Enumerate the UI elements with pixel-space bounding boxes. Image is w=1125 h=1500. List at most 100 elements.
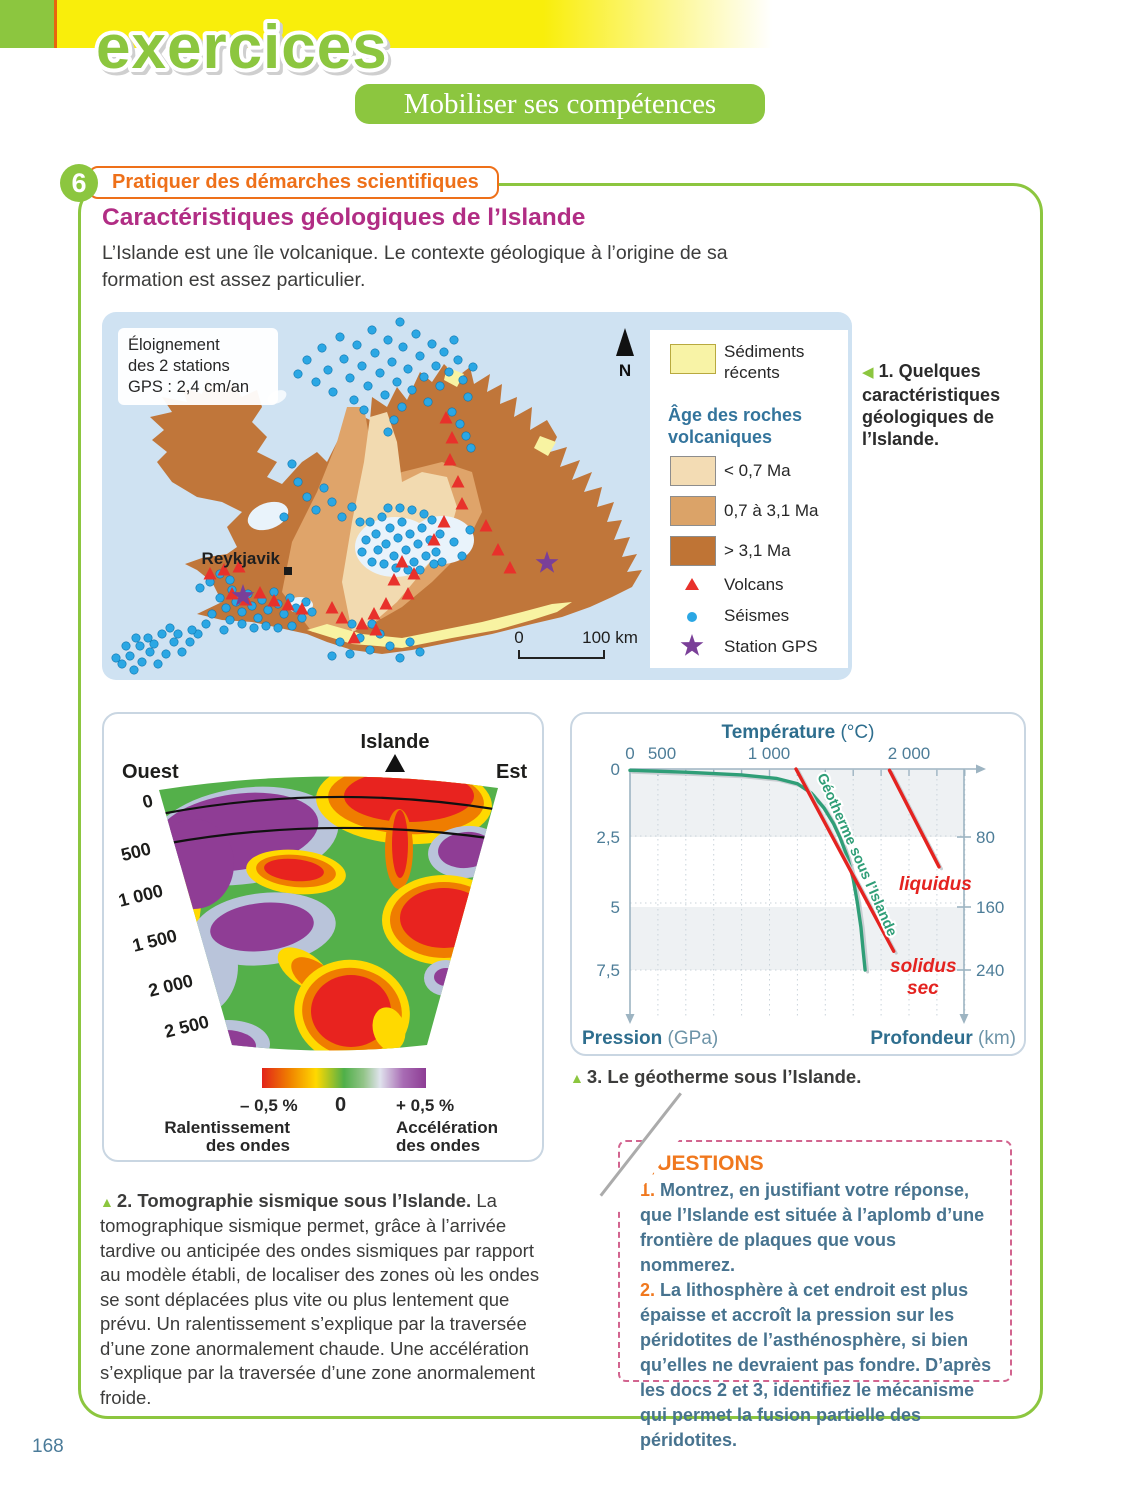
volcano-marker: [443, 453, 457, 466]
seisme-marker: [287, 459, 297, 469]
seisme-marker: [349, 395, 359, 405]
seisme-marker: [465, 525, 475, 535]
caption3-triangle-icon: ▲: [570, 1070, 584, 1086]
volcano-marker: [445, 431, 459, 444]
volcano-marker: [367, 607, 381, 620]
seisme-marker: [215, 593, 225, 603]
colorbar-max-label: + 0,5 %: [396, 1096, 455, 1115]
legend-label-sediments-1: Sédiments: [724, 342, 805, 361]
legend-age-title-1: Âge des roches: [668, 405, 803, 425]
seisme-marker: [405, 529, 415, 539]
doc2-tomography-panel: Ouest Est Islande: [102, 712, 544, 1162]
volcano-marker: [232, 560, 246, 573]
seisme-marker: [185, 637, 195, 647]
volcano-marker: [335, 611, 349, 624]
seisme-marker: [393, 533, 403, 543]
legend-label-volcans: Volcans: [724, 575, 784, 594]
map-legend: Sédiments récents Âge des roches volcani…: [650, 330, 848, 668]
volcano-icon: [685, 578, 699, 590]
volcano-marker: [325, 601, 339, 614]
legend-label-age2: 0,7 à 3,1 Ma: [724, 501, 819, 520]
seisme-marker: [415, 565, 425, 575]
legend-label-age1: < 0,7 Ma: [724, 461, 791, 480]
volcano-marker: [295, 602, 309, 615]
gps-note-box: Éloignement des 2 stations GPS : 2,4 cm/…: [118, 328, 278, 405]
curve-solidus sec: [794, 767, 896, 953]
colorbar-max-meaning-1: Accélération: [396, 1118, 499, 1137]
seisme-marker: [225, 615, 235, 625]
volcano-marker: [387, 573, 401, 586]
scalebar-zero: 0: [514, 628, 523, 647]
dtick-160: 160: [976, 898, 1004, 917]
volcano-marker: [427, 533, 441, 546]
seisme-marker: [367, 325, 377, 335]
seisme-marker: [335, 332, 345, 342]
seisme-marker: [427, 339, 437, 349]
legend-swatch-age1: [670, 456, 716, 486]
seisme-marker: [121, 641, 131, 651]
seisme-marker: [311, 377, 321, 387]
caption2-triangle-icon: ▲: [100, 1193, 114, 1210]
seisme-marker: [117, 659, 127, 669]
seisme-marker: [383, 503, 393, 513]
tomo-islande-marker: [385, 754, 405, 772]
seisme-marker: [407, 505, 417, 515]
seisme-marker: [237, 619, 247, 629]
tomo-depth-1000: 1 000: [116, 880, 165, 910]
seisme-marker: [302, 355, 312, 365]
exercise-frame: [78, 183, 1043, 1419]
seisme-marker: [466, 443, 476, 453]
seisme-marker: [407, 385, 417, 395]
curve-Géotherme sous l’Islande: [628, 768, 867, 972]
xtick-500: 500: [648, 744, 676, 763]
ptick-5: 5: [611, 898, 620, 917]
seisme-marker: [435, 529, 445, 539]
seisme-marker: [337, 512, 347, 522]
dtick-240: 240: [976, 961, 1004, 980]
doc1-caption: ◀ 1. Quelques caractéristiques géologiqu…: [862, 360, 1012, 450]
tomography-svg: Ouest Est Islande: [116, 731, 527, 1051]
seisme-marker: [449, 335, 459, 345]
depth-axis-label: Profondeur (km): [870, 1028, 1016, 1049]
volcano-marker: [267, 594, 281, 607]
seisme-marker: [279, 609, 289, 619]
seisme-marker: [111, 653, 121, 663]
dtick-80: 80: [976, 828, 995, 847]
seisme-marker: [201, 619, 211, 629]
sediments-e: [534, 436, 556, 456]
seisme-marker: [157, 629, 167, 639]
seisme-marker: [455, 419, 465, 429]
seisme-marker: [187, 625, 197, 635]
ptick-7.5: 7,5: [596, 961, 620, 980]
tomo-depth-2000: 2 000: [146, 970, 195, 1000]
seisme-marker: [347, 619, 357, 629]
tomo-depth-2500: 2 500: [162, 1011, 211, 1041]
seisme-marker: [165, 623, 175, 633]
seisme-marker: [357, 361, 367, 371]
seisme-marker: [328, 387, 338, 397]
seisme-marker: [403, 364, 413, 374]
exercise-rubric: Pratiquer des démarches scientifiques: [88, 166, 499, 199]
doc2-caption-text: La tomographique sismique permet, grâce …: [100, 1189, 540, 1408]
legend-label-gps: Station GPS: [724, 637, 818, 656]
seisme-marker: [357, 547, 367, 557]
tomo-colorbar: [262, 1068, 426, 1088]
seisme-marker: [307, 607, 317, 617]
seisme-marker: [468, 362, 478, 372]
doc3-geotherm-panel: Température (°C) 0 500 1 000 2 000 0 2,5…: [570, 712, 1026, 1056]
seisme-marker: [161, 649, 171, 659]
seisme-marker: [395, 653, 405, 663]
seisme-marker: [263, 605, 273, 615]
decor-green-square: [0, 0, 54, 48]
gps-note-line3: GPS : 2,4 cm/an: [128, 378, 250, 396]
page-number: 168: [32, 1436, 64, 1457]
seisme-marker: [317, 343, 327, 353]
seisme-marker: [225, 575, 235, 585]
seisme-marker: [279, 512, 289, 522]
doc2-caption: ▲ 2. Tomographie sismique sous l’Islande.…: [100, 1189, 546, 1411]
volcano-marker: [355, 617, 369, 630]
seisme-marker: [137, 657, 147, 667]
seisme-marker: [419, 372, 429, 382]
seisme-marker: [371, 529, 381, 539]
